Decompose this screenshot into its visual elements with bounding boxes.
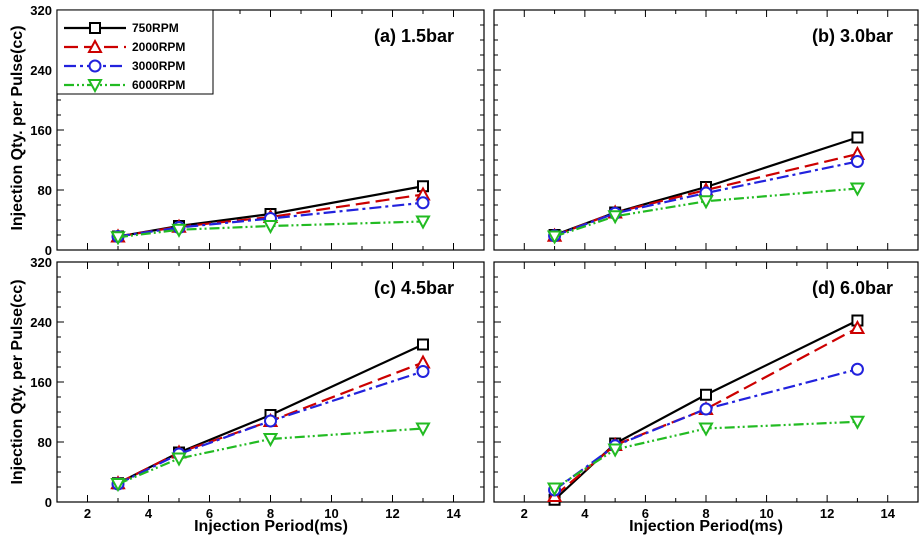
legend-label-2000rpm: 2000RPM [132, 40, 185, 54]
data-point-3000rpm [264, 414, 277, 428]
y-tick-label: 240 [30, 315, 52, 330]
series-line-6000rpm [553, 420, 858, 490]
data-point-6000rpm [849, 182, 866, 197]
legend-label-6000rpm: 6000RPM [132, 78, 185, 92]
x-axis-title-left: Injection Period(ms) [194, 518, 348, 535]
data-point-6000rpm [110, 231, 126, 246]
series-line-3000rpm [117, 201, 424, 238]
x-tick-label: 2 [521, 506, 528, 521]
data-point-6000rpm [171, 452, 187, 467]
x-tick-label: 6 [642, 506, 649, 521]
x-tick-label: 4 [145, 506, 153, 521]
y-tick-label: 0 [45, 243, 52, 258]
legend-marker-750rpm [89, 22, 101, 34]
panel-c-ticks: 0 80 160 240 320 2 4 6 8 10 12 14 [30, 255, 484, 521]
panel-b-frame [493, 9, 919, 251]
x-axis-title-right: Injection Period(ms) [629, 518, 783, 535]
x-tick-label: 12 [385, 506, 399, 521]
data-point-6000rpm [698, 422, 714, 437]
x-tick-label: 12 [820, 506, 834, 521]
panel-b-title: (b) 3.0bar [812, 26, 893, 46]
x-tick-label: 14 [446, 506, 461, 521]
x-tick-label: 8 [267, 506, 274, 521]
y-tick-label: 320 [30, 255, 52, 270]
panel-c-title: (c) 4.5bar [374, 278, 454, 298]
series-line-3000rpm [554, 160, 858, 237]
panel-a-ticks: 0 80 160 240 320 [30, 3, 484, 258]
y-tick-label: 160 [30, 123, 52, 138]
x-tick-label: 14 [880, 506, 895, 521]
data-point-6000rpm [698, 195, 714, 210]
series-line-2000rpm [117, 361, 424, 485]
data-point-2000rpm [849, 319, 866, 334]
panel-c-series [110, 338, 431, 493]
panel-d-series [546, 314, 866, 506]
panel-d: 2 4 6 8 10 12 14 (d) 6.0bar [493, 261, 919, 521]
data-point-6000rpm [110, 478, 126, 493]
data-point-3000rpm [416, 365, 430, 378]
x-tick-label: 6 [206, 506, 213, 521]
y-tick-label: 160 [30, 375, 52, 390]
legend-marker-2000rpm [87, 38, 103, 53]
data-point-750rpm [417, 338, 429, 351]
data-point-3000rpm [416, 196, 430, 210]
data-point-6000rpm [262, 433, 279, 448]
panel-d-frame [493, 261, 919, 503]
legend: 750RPM 2000RPM 3000RPM 6000RPM [56, 9, 214, 95]
data-point-3000rpm [850, 362, 864, 376]
data-point-6000rpm [849, 415, 866, 430]
series-line-3000rpm [117, 370, 424, 485]
legend-label-750rpm: 750RPM [132, 21, 179, 35]
data-point-6000rpm [546, 230, 563, 245]
panel-b: (b) 3.0bar [493, 9, 919, 251]
data-point-6000rpm [415, 215, 431, 230]
x-tick-label: 2 [84, 506, 91, 521]
data-point-3000rpm [850, 155, 864, 168]
data-point-6000rpm [607, 443, 623, 458]
y-axis-title-top: Injection Qty. per Pulse(cc) [9, 25, 26, 230]
panel-d-ticks: 2 4 6 8 10 12 14 [494, 261, 918, 521]
data-point-3000rpm [699, 402, 713, 416]
legend-marker-3000rpm [88, 59, 102, 73]
series-line-6000rpm [117, 220, 424, 239]
panel-a-series [110, 180, 431, 246]
panel-b-ticks [494, 9, 918, 251]
data-point-6000rpm [415, 422, 431, 437]
x-tick-label: 4 [581, 506, 589, 521]
x-tick-label: 10 [759, 506, 773, 521]
series-line-3000rpm [553, 368, 858, 491]
y-axis-title-bottom: Injection Qty. per Pulse(cc) [9, 279, 26, 484]
y-tick-label: 80 [38, 435, 52, 450]
series-line-6000rpm [117, 427, 424, 486]
y-tick-label: 0 [45, 495, 52, 510]
series-line-6000rpm [554, 187, 858, 238]
y-tick-label: 240 [30, 63, 52, 78]
data-point-6000rpm [262, 220, 279, 235]
data-point-6000rpm [607, 210, 623, 225]
data-point-6000rpm [546, 482, 563, 497]
y-tick-label: 80 [38, 183, 52, 198]
panel-c-frame [56, 261, 485, 503]
x-tick-label: 8 [702, 506, 709, 521]
data-point-750rpm [700, 388, 712, 401]
legend-marker-6000rpm [87, 79, 103, 94]
legend-box [56, 9, 214, 95]
y-tick-label: 320 [30, 3, 52, 18]
panel-d-title: (d) 6.0bar [812, 278, 893, 298]
series-line-750rpm [553, 319, 858, 501]
data-point-750rpm [851, 131, 864, 144]
legend-label-3000rpm: 3000RPM [132, 59, 185, 73]
panel-c: 0 80 160 240 320 2 4 6 8 10 12 14 (c) 4.5bar [30, 255, 485, 521]
panel-b-series [546, 131, 866, 245]
x-tick-label: 10 [324, 506, 338, 521]
panel-a-title: (a) 1.5bar [374, 26, 454, 46]
data-point-6000rpm [171, 223, 187, 238]
